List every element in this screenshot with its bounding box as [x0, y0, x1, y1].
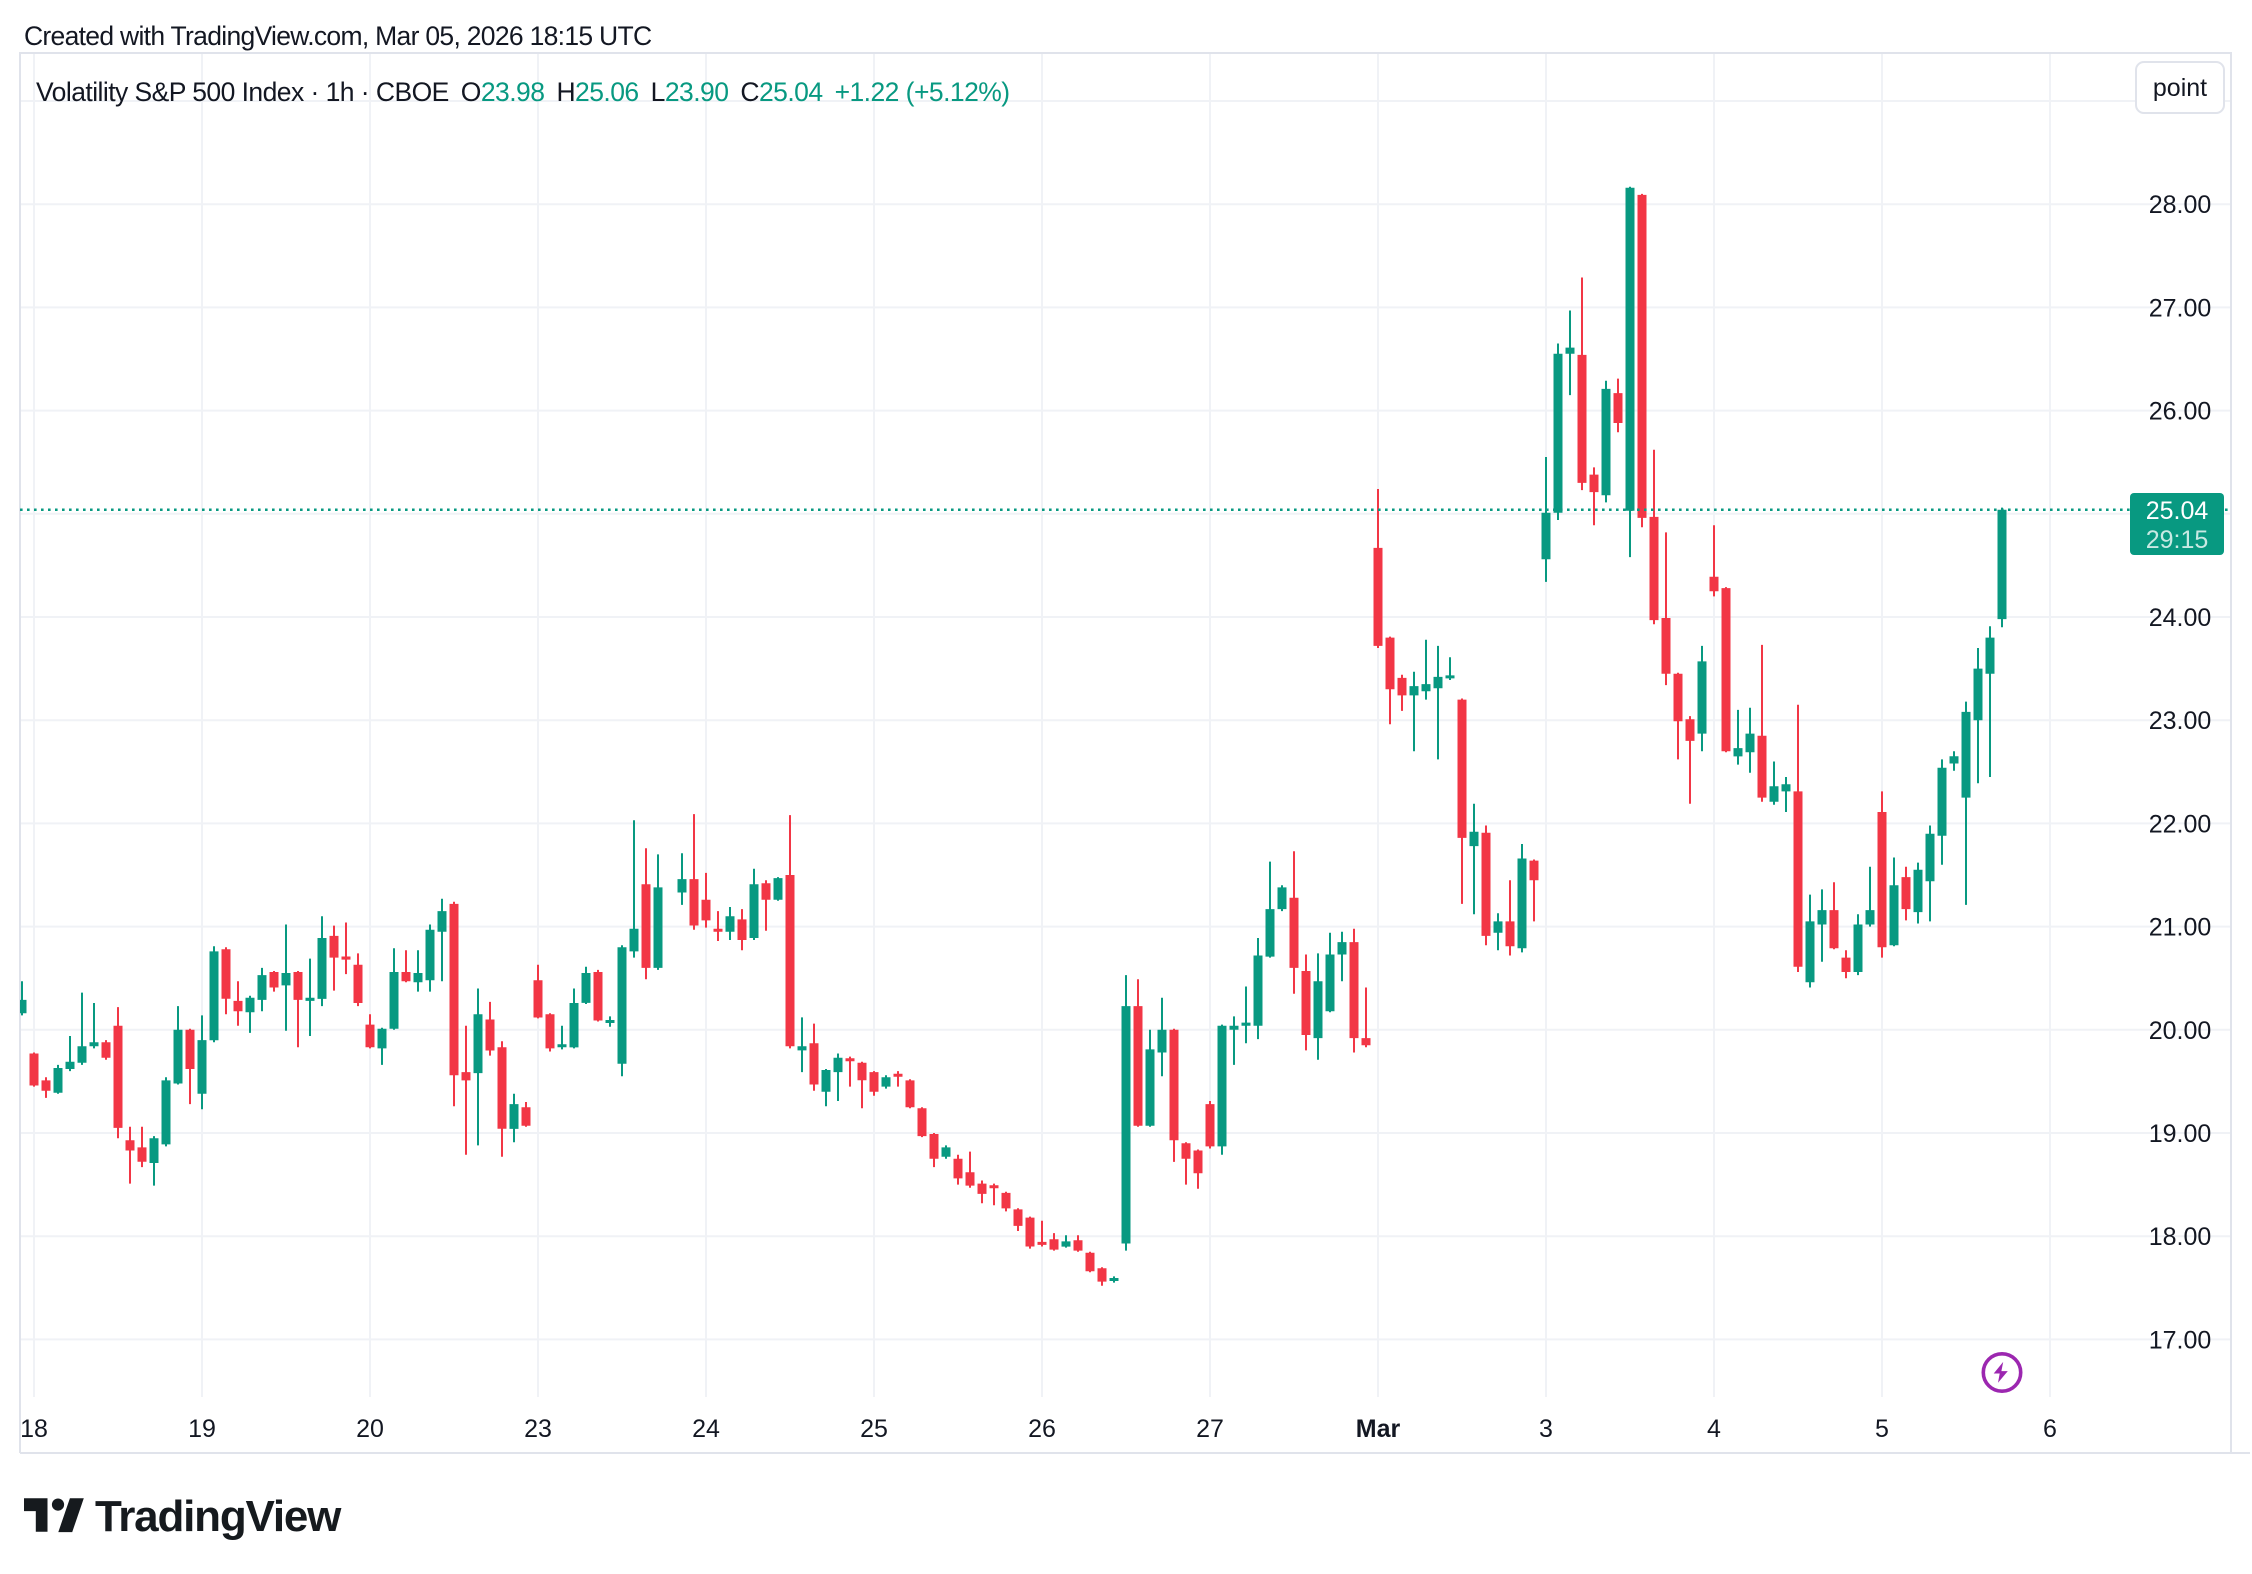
svg-text:21.00: 21.00 [2149, 914, 2212, 942]
svg-text:Volatility S&P 500 Index · 1h: Volatility S&P 500 Index · 1h · CBOE O23.… [36, 77, 1010, 107]
svg-text:23: 23 [524, 1415, 552, 1443]
svg-text:24.00: 24.00 [2149, 604, 2212, 632]
svg-text:22.00: 22.00 [2149, 810, 2212, 838]
svg-text:24: 24 [692, 1415, 720, 1443]
svg-text:3: 3 [1539, 1415, 1553, 1443]
svg-text:20: 20 [356, 1415, 384, 1443]
svg-text:5: 5 [1875, 1415, 1889, 1443]
svg-text:18: 18 [20, 1415, 48, 1443]
svg-text:28.00: 28.00 [2149, 191, 2212, 219]
svg-text:26.00: 26.00 [2149, 398, 2212, 426]
svg-text:17.00: 17.00 [2149, 1326, 2212, 1354]
svg-text:27.00: 27.00 [2149, 294, 2212, 322]
svg-text:19.00: 19.00 [2149, 1120, 2212, 1148]
svg-text:4: 4 [1707, 1415, 1721, 1443]
svg-text:TradingView: TradingView [95, 1492, 342, 1541]
svg-text:25: 25 [860, 1415, 888, 1443]
svg-text:point: point [2153, 74, 2207, 102]
svg-text:29:15: 29:15 [2146, 526, 2209, 554]
svg-text:25.04: 25.04 [2146, 497, 2209, 525]
svg-text:6: 6 [2043, 1415, 2057, 1443]
svg-text:27: 27 [1196, 1415, 1224, 1443]
svg-text:Mar: Mar [1356, 1415, 1401, 1443]
svg-text:23.00: 23.00 [2149, 707, 2212, 735]
svg-text:26: 26 [1028, 1415, 1056, 1443]
svg-text:20.00: 20.00 [2149, 1017, 2212, 1045]
svg-text:Created with TradingView.com,: Created with TradingView.com, Mar 05, 20… [24, 21, 652, 51]
svg-text:18.00: 18.00 [2149, 1223, 2212, 1251]
svg-text:19: 19 [188, 1415, 216, 1443]
